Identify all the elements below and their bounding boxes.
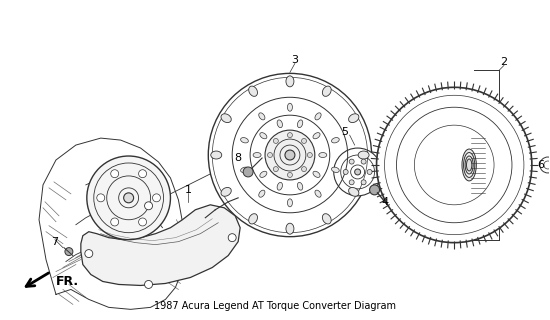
Circle shape	[349, 159, 354, 164]
Circle shape	[87, 156, 170, 240]
Ellipse shape	[298, 120, 302, 128]
Ellipse shape	[277, 120, 283, 128]
Ellipse shape	[277, 182, 283, 190]
Circle shape	[208, 73, 372, 237]
Ellipse shape	[466, 159, 472, 171]
Ellipse shape	[465, 156, 473, 174]
Circle shape	[139, 170, 146, 178]
Circle shape	[343, 170, 348, 174]
Ellipse shape	[349, 114, 359, 123]
Ellipse shape	[313, 132, 320, 139]
Ellipse shape	[315, 190, 321, 197]
Ellipse shape	[358, 151, 369, 159]
Ellipse shape	[349, 188, 359, 196]
Ellipse shape	[286, 76, 294, 87]
Text: 1: 1	[185, 185, 192, 195]
Ellipse shape	[260, 171, 267, 177]
Circle shape	[301, 167, 306, 172]
Ellipse shape	[221, 188, 231, 196]
Circle shape	[288, 172, 293, 177]
Circle shape	[349, 180, 354, 185]
Ellipse shape	[298, 182, 302, 190]
Circle shape	[273, 167, 278, 172]
Circle shape	[540, 157, 550, 173]
Ellipse shape	[253, 153, 261, 157]
Circle shape	[361, 180, 366, 185]
Circle shape	[145, 202, 152, 210]
Text: 7: 7	[51, 237, 58, 247]
Text: FR.: FR.	[56, 275, 79, 288]
Text: 5: 5	[341, 127, 348, 137]
Ellipse shape	[322, 214, 331, 224]
Circle shape	[228, 234, 236, 242]
Circle shape	[65, 248, 73, 256]
Text: 8: 8	[235, 153, 241, 163]
Circle shape	[370, 185, 379, 195]
Polygon shape	[81, 205, 240, 285]
Circle shape	[265, 130, 315, 180]
Ellipse shape	[332, 138, 339, 143]
Circle shape	[361, 159, 366, 164]
Circle shape	[307, 153, 312, 157]
Circle shape	[367, 170, 372, 174]
Circle shape	[97, 194, 104, 202]
Ellipse shape	[462, 149, 476, 181]
Ellipse shape	[249, 214, 257, 224]
Ellipse shape	[260, 132, 267, 139]
Circle shape	[377, 87, 532, 243]
Circle shape	[139, 218, 146, 226]
Ellipse shape	[315, 113, 321, 120]
Circle shape	[355, 169, 361, 175]
Text: 6: 6	[537, 160, 544, 170]
Ellipse shape	[249, 86, 257, 96]
Ellipse shape	[322, 86, 331, 96]
Circle shape	[273, 139, 278, 143]
Circle shape	[152, 194, 161, 202]
Ellipse shape	[319, 153, 327, 157]
Circle shape	[285, 150, 295, 160]
Ellipse shape	[221, 114, 231, 123]
Circle shape	[301, 139, 306, 143]
Ellipse shape	[313, 171, 320, 177]
Text: 3: 3	[292, 55, 299, 65]
Ellipse shape	[258, 190, 265, 197]
Text: 1987 Acura Legend AT Torque Converter Diagram: 1987 Acura Legend AT Torque Converter Di…	[154, 301, 396, 311]
Text: 2: 2	[500, 57, 508, 68]
Circle shape	[111, 170, 119, 178]
Ellipse shape	[288, 103, 293, 111]
Ellipse shape	[258, 113, 265, 120]
Circle shape	[111, 218, 119, 226]
Ellipse shape	[211, 151, 222, 159]
Ellipse shape	[332, 167, 339, 172]
Circle shape	[267, 153, 272, 157]
Ellipse shape	[464, 153, 475, 177]
Circle shape	[145, 280, 152, 288]
Ellipse shape	[288, 199, 293, 207]
Circle shape	[334, 148, 382, 196]
Circle shape	[85, 250, 93, 258]
Ellipse shape	[286, 223, 294, 234]
Circle shape	[288, 132, 293, 138]
Circle shape	[243, 167, 253, 177]
Ellipse shape	[240, 138, 249, 143]
Text: 4: 4	[381, 197, 388, 207]
Ellipse shape	[240, 167, 249, 172]
Circle shape	[124, 193, 134, 203]
